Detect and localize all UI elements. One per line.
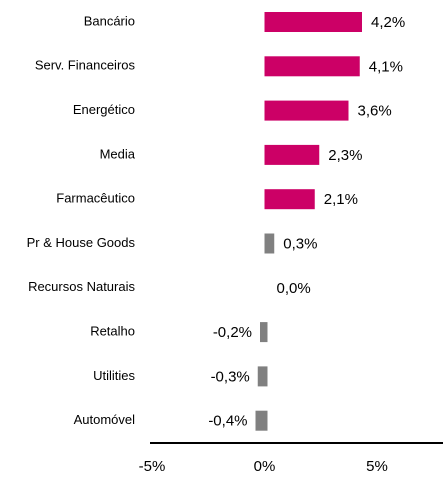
category-label: Media xyxy=(100,146,136,161)
value-label: 0,0% xyxy=(277,280,311,297)
category-label: Automóvel xyxy=(74,412,136,427)
bar xyxy=(264,233,275,254)
value-label: -0,4% xyxy=(208,413,247,430)
bar xyxy=(257,366,268,387)
value-label: 4,1% xyxy=(369,58,403,75)
category-label: Pr & House Goods xyxy=(27,235,136,250)
value-label: 4,2% xyxy=(371,14,405,31)
bar xyxy=(255,410,268,431)
category-label: Utilities xyxy=(93,368,135,383)
x-tick-label: 0% xyxy=(254,458,276,475)
bar xyxy=(264,12,362,32)
bar xyxy=(264,189,315,210)
value-label: 0,3% xyxy=(283,235,317,252)
category-label: Recursos Naturais xyxy=(28,279,135,294)
bar xyxy=(260,322,268,343)
category-label: Serv. Financeiros xyxy=(35,58,136,73)
value-label: 2,3% xyxy=(328,147,362,164)
bar xyxy=(264,56,360,77)
category-label: Energético xyxy=(73,102,135,117)
category-label: Bancário xyxy=(84,13,135,28)
category-label: Farmacêutico xyxy=(56,191,135,206)
x-tick-label: 5% xyxy=(366,458,388,475)
bar xyxy=(264,144,320,165)
category-label: Retalho xyxy=(90,324,135,339)
value-label: -0,2% xyxy=(213,324,252,341)
bar xyxy=(264,100,349,121)
value-label: -0,3% xyxy=(211,368,250,385)
x-tick-label: -5% xyxy=(139,458,166,475)
value-label: 2,1% xyxy=(324,191,358,208)
value-label: 3,6% xyxy=(358,103,392,120)
